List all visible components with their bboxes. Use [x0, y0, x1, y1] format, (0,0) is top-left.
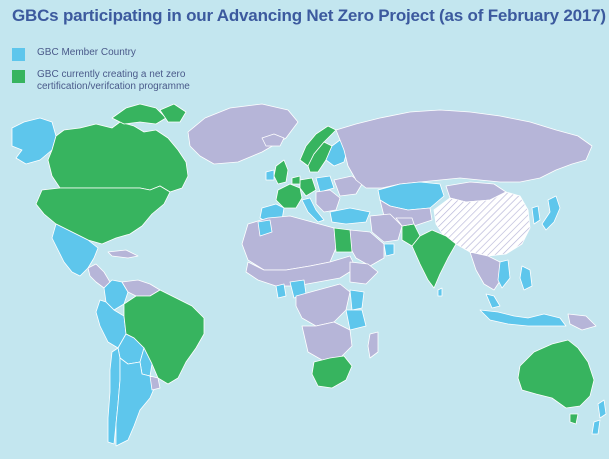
madagascar [367, 331, 379, 359]
tanzania [345, 309, 367, 331]
japan [541, 195, 561, 231]
chile [107, 347, 121, 445]
png [567, 313, 597, 331]
canada [47, 121, 189, 193]
sahel [245, 255, 357, 287]
afghanistan [395, 217, 415, 227]
egypt [333, 227, 353, 253]
tasmania [569, 413, 579, 425]
russia [335, 109, 593, 189]
uae-qatar [383, 243, 395, 257]
malaysia [485, 293, 501, 309]
india [411, 229, 457, 289]
alaska [11, 117, 57, 165]
france [275, 183, 303, 209]
ethiopia [349, 261, 379, 285]
korea [531, 205, 541, 225]
legend-swatch-net-zero [12, 70, 25, 83]
canada-islands-2 [159, 103, 187, 123]
australia [517, 339, 595, 409]
balkans [315, 189, 341, 213]
canada-islands [111, 103, 167, 125]
ukraine [333, 175, 363, 197]
philippines [519, 265, 533, 291]
ghana [275, 283, 287, 299]
germany [299, 177, 317, 197]
cuba [107, 249, 139, 259]
kenya [349, 289, 365, 311]
argentina [115, 357, 157, 447]
southern-africa [301, 321, 353, 361]
indochina [469, 251, 503, 291]
greenland [187, 103, 299, 165]
legend-item-net-zero: GBC currently creating a net zero certif… [12, 69, 207, 93]
netherlands [291, 175, 301, 185]
peru [95, 299, 127, 349]
sri-lanka [437, 287, 443, 297]
legend-label-net-zero: GBC currently creating a net zero certif… [37, 69, 190, 92]
north-africa [241, 215, 337, 271]
legend: GBC Member Country GBC currently creatin… [12, 47, 207, 101]
uk [273, 159, 289, 185]
south-africa [311, 355, 353, 389]
legend-label-member: GBC Member Country [37, 47, 136, 58]
new-zealand [597, 399, 607, 419]
legend-item-member: GBC Member Country [12, 47, 207, 61]
morocco [257, 219, 273, 237]
ireland [265, 169, 275, 181]
legend-swatch-member [12, 48, 25, 61]
map-title: GBCs participating in our Advancing Net … [12, 6, 606, 25]
iceland [261, 133, 285, 147]
central-america [87, 263, 111, 289]
uruguay [149, 375, 161, 391]
italy [301, 197, 325, 223]
new-zealand-south [591, 419, 601, 435]
turkey [329, 207, 371, 225]
iran [369, 213, 403, 243]
indonesia [479, 309, 567, 327]
central-africa [295, 283, 351, 327]
poland [315, 175, 335, 193]
mexico [51, 223, 99, 277]
vietnam [497, 259, 511, 289]
